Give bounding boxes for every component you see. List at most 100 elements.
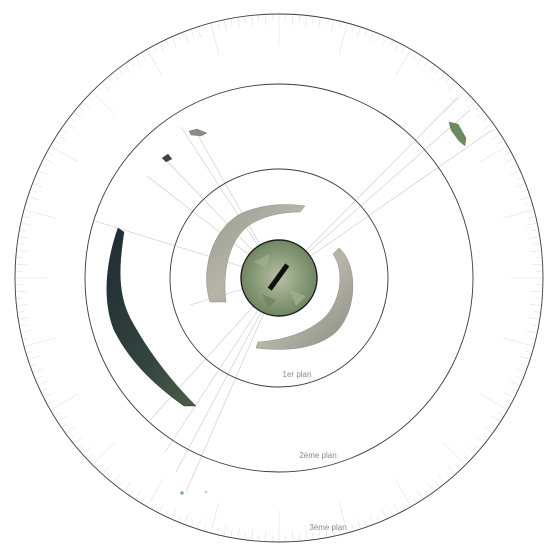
graduation-tick [58,134,67,141]
graduation-tick [533,311,540,313]
graduation-tick [394,50,411,78]
graduation-tick [66,123,75,130]
graduation-tick [20,229,27,232]
graduation-tick [424,489,429,495]
graduation-tick [171,509,177,519]
graduation-tick [21,223,32,226]
graduation-tick [204,25,207,32]
graduation-tick [124,65,131,74]
graduation-tick [108,77,113,83]
graduation-tick [389,509,393,516]
sight-line [278,109,471,279]
observation-point-marker [267,263,290,291]
graduation-tick [519,196,530,201]
graduation-tick [26,350,33,353]
graduation-tick [210,502,220,533]
graduation-tick [88,454,93,460]
graduation-tick [184,32,189,42]
graduation-tick [62,423,68,428]
graduation-tick [97,464,103,469]
graduation-tick [159,503,165,513]
graduation-tick [124,482,131,491]
graduation-tick [530,250,541,252]
graduation-tick [153,503,157,510]
graduation-tick [448,465,456,474]
graduation-tick [33,368,43,373]
graduation-tick [70,117,76,122]
graduation-tick [147,478,164,506]
graduation-tick [159,43,165,53]
graduation-tick [498,140,504,144]
graduation-tick [51,393,79,410]
graduation-tick [369,514,374,524]
graduation-tick [92,441,116,465]
graduation-tick [531,291,542,292]
outer-graduation-ticks [16,15,542,541]
graduation-tick [41,164,48,168]
graduation-tick [445,473,450,479]
graduation-tick [251,16,253,27]
graduation-tick [528,317,539,320]
graduation-tick [237,527,240,538]
far-plan-fragment-right [448,121,467,147]
graduation-tick [83,101,92,109]
graduation-tick [525,350,532,353]
far-plan-fragment-top-left-1 [188,128,208,137]
graduation-tick [526,330,537,333]
graduation-tick [504,400,511,404]
graduation-tick [533,243,540,245]
first-plan-strip-top-left [206,204,306,303]
graduation-tick [351,524,354,531]
graduation-tick [20,324,27,327]
graduation-tick [424,61,429,67]
graduation-tick [490,423,496,428]
label-1er-plan: 1er plan [283,370,312,379]
graduation-tick [141,497,145,503]
graduation-tick [490,128,496,133]
graduation-tick [413,497,417,503]
graduation-tick [230,530,233,537]
graduation-tick [19,236,30,239]
graduation-tick [312,532,314,539]
graduation-tick [102,82,110,91]
graduation-tick [210,23,220,54]
graduation-tick [24,337,55,347]
graduation-tick [153,46,157,53]
graduation-tick [135,57,142,66]
graduation-tick [455,464,461,469]
graduation-tick [165,509,169,516]
graduation-tick [465,454,470,460]
graduation-tick [448,82,456,91]
graduation-tick [498,412,504,416]
label-2eme-plan: 2ème plan [299,451,336,460]
graduation-tick [521,190,527,193]
graduation-tick [102,465,110,474]
graduation-tick [18,243,25,245]
graduation-tick [491,134,500,141]
graduation-tick [389,40,393,47]
graduation-tick [338,23,348,54]
graduation-tick [519,355,530,360]
graduation-tick [318,18,321,29]
graduation-tick [47,152,54,156]
graduation-tick [178,34,181,41]
graduation-tick [510,164,517,168]
graduation-tick [78,107,84,112]
graduation-tick [28,196,39,201]
graduation-tick [33,183,43,188]
sight-line [278,96,459,279]
graduation-tick [516,177,523,180]
graduation-tick [482,434,488,439]
graduation-tick [416,490,423,499]
graduation-tick [445,77,450,83]
graduation-tick [70,434,76,439]
graduation-tick [35,177,42,180]
graduation-tick [54,140,60,144]
first-plan-strip-right [255,247,354,350]
graduation-tick [351,25,354,32]
graduation-tick [369,32,374,42]
graduation-tick [44,392,54,398]
graduation-tick [191,520,194,526]
graduation-tick [38,170,48,176]
